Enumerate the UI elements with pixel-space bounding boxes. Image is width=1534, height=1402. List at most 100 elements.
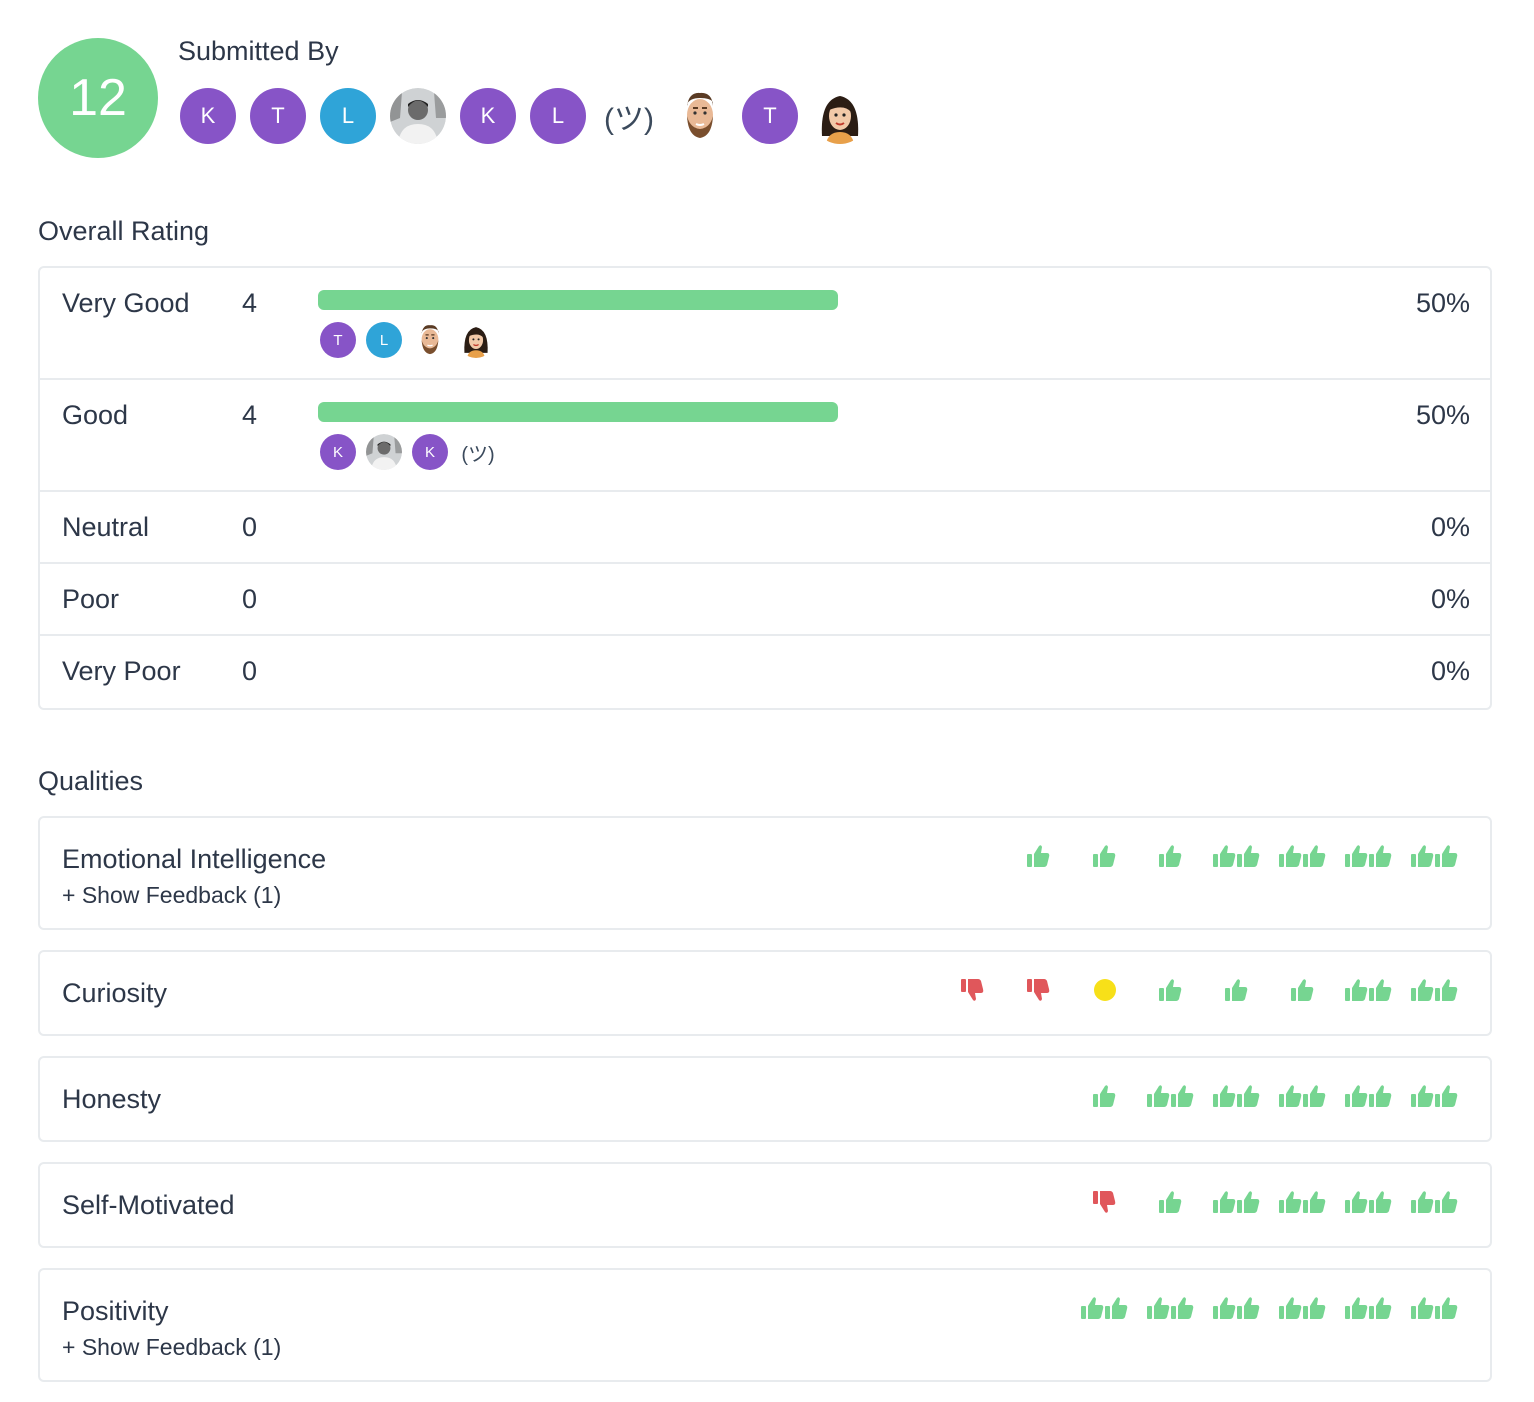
- thumb-up-icon: [1072, 1082, 1138, 1110]
- thumb-up-icon: [1204, 1082, 1270, 1110]
- thumb-up-icon: [1402, 842, 1468, 870]
- thumb-up-icon: [1336, 1082, 1402, 1110]
- quality-card: Honesty: [38, 1056, 1492, 1142]
- quality-votes: [1006, 842, 1468, 870]
- quality-name: Self-Motivated: [62, 1190, 235, 1220]
- rating-label: Neutral: [62, 512, 150, 542]
- thumb-up-icon: [1072, 842, 1138, 870]
- thumb-up-icon: [1204, 842, 1270, 870]
- avatar-initial[interactable]: T: [320, 322, 356, 358]
- quality-card: Positivity + Show Feedback (1): [38, 1268, 1492, 1382]
- thumb-up-icon: [1270, 842, 1336, 870]
- rating-percent: 0%: [1430, 512, 1470, 542]
- quality-name: Curiosity: [62, 978, 168, 1008]
- avatar-initial[interactable]: K: [460, 88, 516, 144]
- thumb-up-icon: [1402, 1082, 1468, 1110]
- thumb-up-icon: [1006, 842, 1072, 870]
- quality-name: Honesty: [62, 1084, 162, 1114]
- thumb-up-icon: [1138, 1082, 1204, 1110]
- thumb-up-icon: [1402, 976, 1468, 1004]
- rating-row: Neutral 0 0%: [40, 492, 1490, 564]
- woman-cartoon-avatar-icon[interactable]: [812, 88, 868, 144]
- avatar-initial[interactable]: L: [530, 88, 586, 144]
- thumb-up-icon: [1336, 842, 1402, 870]
- submitted-by-title: Submitted By: [178, 36, 339, 66]
- rating-row: Very Poor 0 0%: [40, 636, 1490, 708]
- avatar-initial[interactable]: L: [366, 322, 402, 358]
- thumb-up-icon: [1270, 976, 1336, 1004]
- avatar-initial[interactable]: K: [320, 434, 356, 470]
- show-feedback-link[interactable]: + Show Feedback (1): [62, 882, 282, 908]
- thumb-up-icon: [1336, 976, 1402, 1004]
- bearded-man-avatar-icon[interactable]: [672, 88, 728, 144]
- rating-voters: K K (ツ): [320, 434, 508, 470]
- rating-label: Good: [62, 400, 129, 430]
- thumb-up-icon: [1138, 842, 1204, 870]
- rating-count: 4: [242, 288, 258, 318]
- thumb-up-icon: [1402, 1188, 1468, 1216]
- rating-label: Very Good: [62, 288, 190, 318]
- thumb-up-icon: [1402, 1294, 1468, 1322]
- thumb-down-icon: [1006, 976, 1072, 1004]
- thumb-down-icon: [940, 976, 1006, 1004]
- quality-name: Positivity: [62, 1296, 169, 1326]
- avatar-text[interactable]: (ツ): [461, 443, 495, 466]
- quality-card: Curiosity: [38, 950, 1492, 1036]
- avatar-initial[interactable]: T: [250, 88, 306, 144]
- rating-bar-track: [318, 290, 838, 310]
- avatar-initial[interactable]: K: [412, 434, 448, 470]
- avatar-initial[interactable]: T: [742, 88, 798, 144]
- thumb-up-icon: [1138, 1294, 1204, 1322]
- quality-card: Self-Motivated: [38, 1162, 1492, 1248]
- rating-percent: 0%: [1430, 656, 1470, 686]
- person-photo-icon[interactable]: [366, 434, 402, 470]
- avatar-initial[interactable]: K: [180, 88, 236, 144]
- submitters-avatar-row: K T L K L (ツ) T: [180, 88, 882, 144]
- rating-bar: [318, 290, 838, 310]
- thumb-up-icon: [1336, 1188, 1402, 1216]
- thumb-up-icon: [1204, 976, 1270, 1004]
- quality-name: Emotional Intelligence: [62, 844, 327, 874]
- rating-row: Very Good 4 T L 50%: [40, 268, 1490, 380]
- thumb-up-icon: [1270, 1082, 1336, 1110]
- rating-row: Poor 0 0%: [40, 564, 1490, 636]
- quality-votes: [1072, 1082, 1468, 1110]
- submission-count: 12: [69, 69, 127, 127]
- rating-bar-track: [318, 402, 838, 422]
- rating-label: Poor: [62, 584, 120, 614]
- rating-percent: 50%: [1415, 400, 1470, 430]
- neutral-dot-icon: [1072, 976, 1138, 1004]
- thumb-down-icon: [1072, 1188, 1138, 1216]
- rating-percent: 0%: [1430, 584, 1470, 614]
- rating-row: Good 4 K K (ツ) 50%: [40, 380, 1490, 492]
- quality-votes: [1072, 1188, 1468, 1216]
- rating-label: Very Poor: [62, 656, 181, 686]
- rating-count: 0: [242, 584, 258, 614]
- show-feedback-link[interactable]: + Show Feedback (1): [62, 1334, 282, 1360]
- rating-count: 0: [242, 512, 258, 542]
- thumb-up-icon: [1270, 1188, 1336, 1216]
- quality-card: Emotional Intelligence + Show Feedback (1…: [38, 816, 1492, 930]
- quality-votes: [1072, 1294, 1468, 1322]
- thumb-up-icon: [1072, 1294, 1138, 1322]
- overall-rating-title: Overall Rating: [38, 216, 210, 246]
- thumb-up-icon: [1204, 1188, 1270, 1216]
- overall-rating-table: Very Good 4 T L 50% Good 4 K K (ツ) 50% Neutral 0 0% Po…: [38, 266, 1492, 710]
- bearded-man-avatar-icon[interactable]: [412, 322, 448, 358]
- thumb-up-icon: [1138, 976, 1204, 1004]
- avatar-initial[interactable]: L: [320, 88, 376, 144]
- thumb-up-icon: [1204, 1294, 1270, 1322]
- submission-count-badge: 12: [38, 38, 158, 158]
- quality-votes: [940, 976, 1468, 1004]
- qualities-title: Qualities: [38, 766, 144, 796]
- thumb-up-icon: [1138, 1188, 1204, 1216]
- rating-bar: [318, 402, 838, 422]
- rating-count: 0: [242, 656, 258, 686]
- rating-percent: 50%: [1415, 288, 1470, 318]
- person-photo-icon[interactable]: [390, 88, 446, 144]
- thumb-up-icon: [1270, 1294, 1336, 1322]
- avatar-text[interactable]: (ツ): [604, 103, 654, 136]
- woman-cartoon-avatar-icon[interactable]: [458, 322, 494, 358]
- thumb-up-icon: [1336, 1294, 1402, 1322]
